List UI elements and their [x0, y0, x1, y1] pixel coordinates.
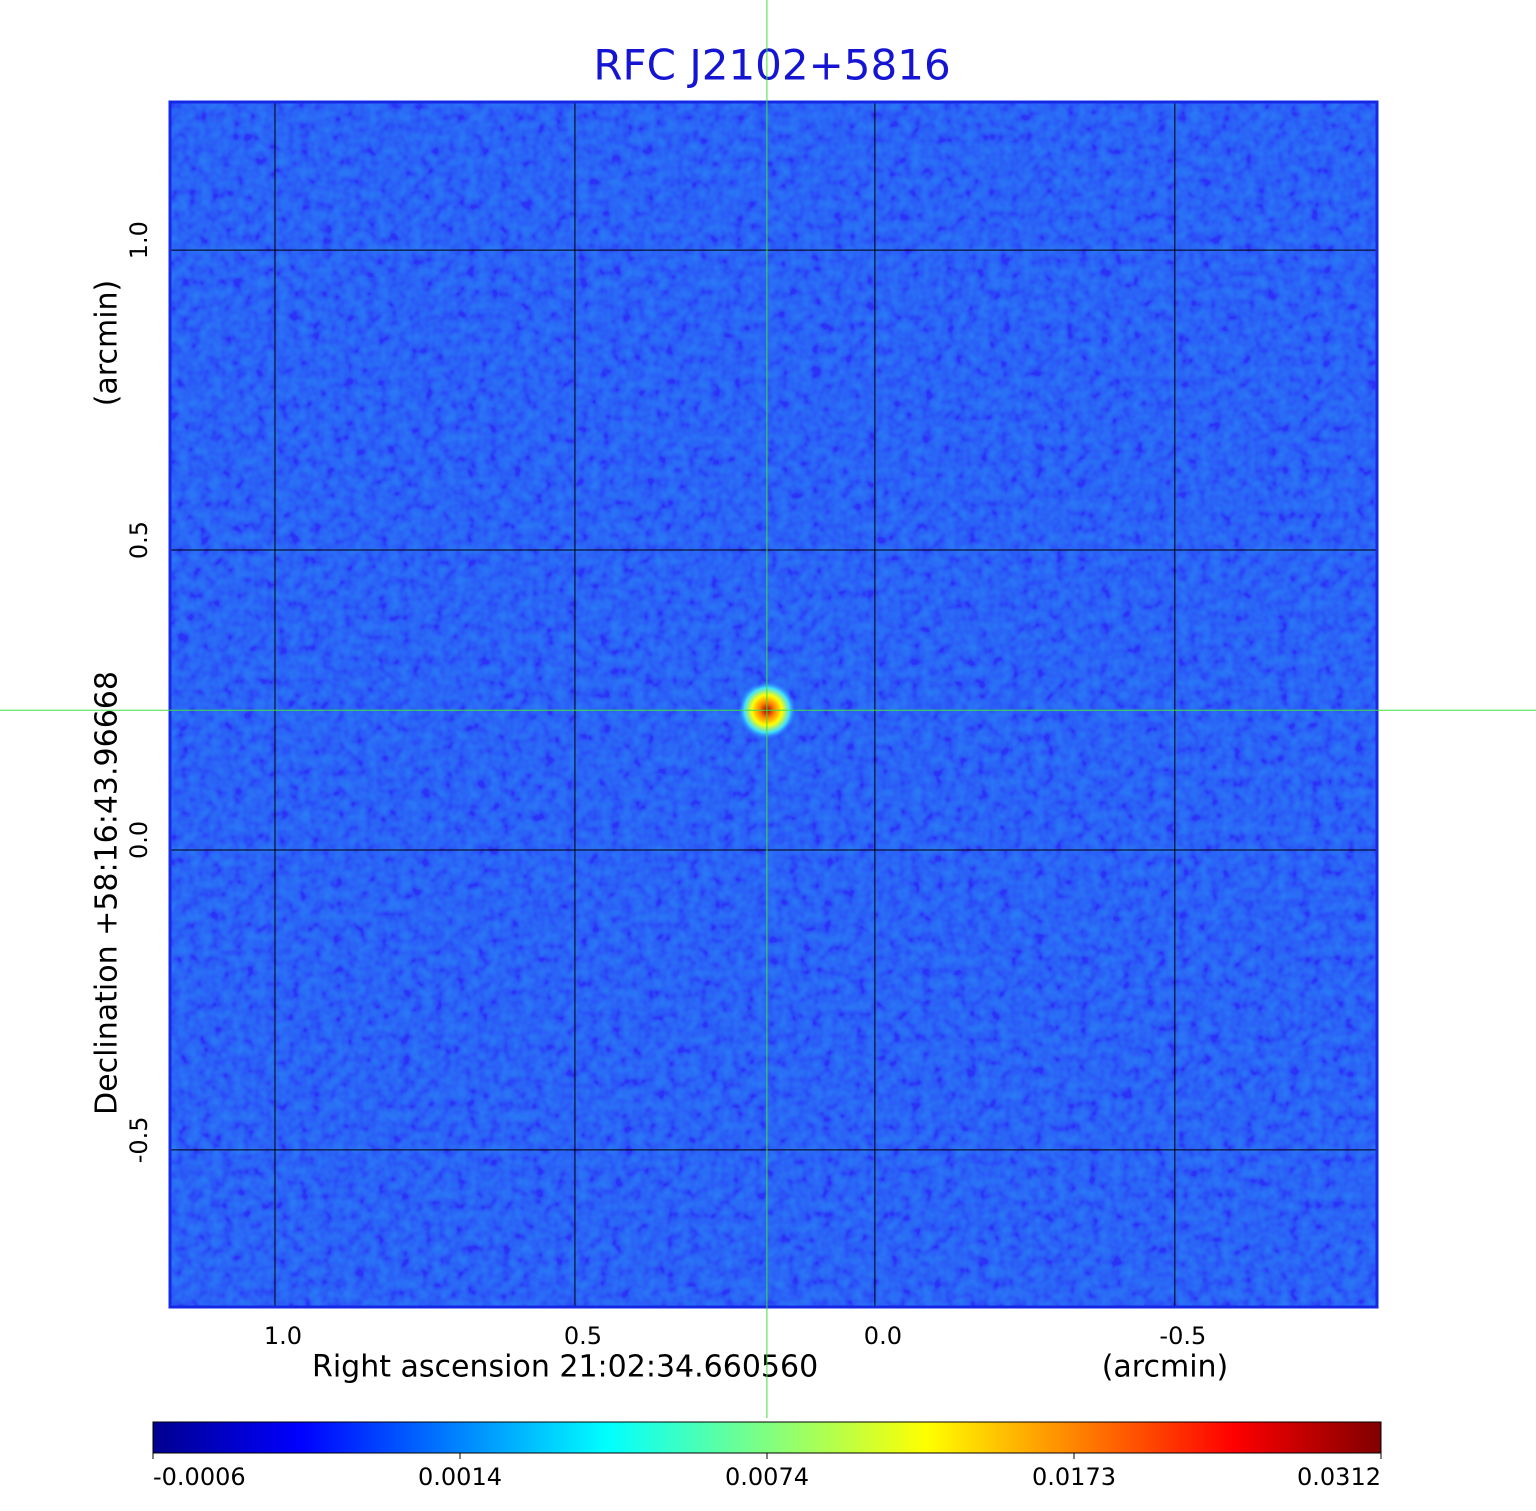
colorbar-tick-label: 0.0173 [1032, 1463, 1116, 1491]
colorbar [152, 1421, 1382, 1454]
x-tick-label: 0.0 [864, 1322, 902, 1350]
colorbar-tick-label: 0.0312 [1297, 1463, 1381, 1491]
y-tick-label: -0.5 [125, 1116, 153, 1163]
y-axis-label: Declination +58:16:43.96668 [90, 671, 125, 1115]
x-tick-label: 0.5 [564, 1322, 602, 1350]
x-axis-label: Right ascension 21:02:34.660560 [312, 1350, 818, 1385]
x-axis-unit: (arcmin) [1102, 1350, 1229, 1385]
y-tick-label: 0.5 [125, 521, 153, 559]
colorbar-tick-label: 0.0014 [418, 1463, 502, 1491]
y-axis-unit: (arcmin) [90, 280, 125, 407]
frame [168, 100, 1379, 1309]
x-tick-label: 1.0 [264, 1322, 302, 1350]
colorbar-tick-label: -0.0006 [153, 1463, 246, 1491]
y-tick-label: 0.0 [125, 821, 153, 859]
x-tick-label: -0.5 [1159, 1322, 1206, 1350]
y-tick-label: 1.0 [125, 221, 153, 259]
colorbar-tick-label: 0.0074 [725, 1463, 809, 1491]
chart-title: RFC J2102+5816 [593, 41, 950, 90]
